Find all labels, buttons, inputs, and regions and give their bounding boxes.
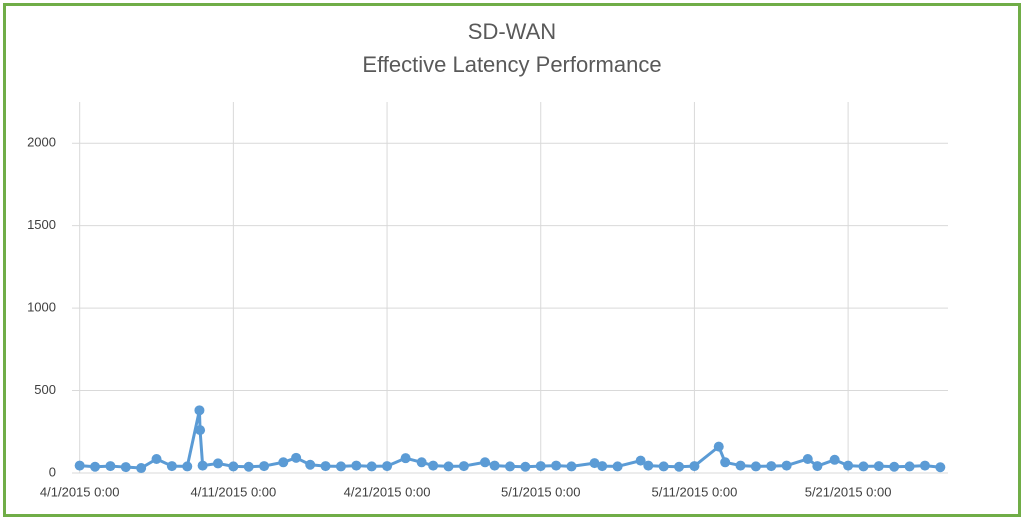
data-point	[935, 462, 946, 473]
data-point	[889, 461, 900, 472]
data-point	[243, 461, 254, 472]
data-point	[382, 461, 393, 472]
data-point	[291, 452, 302, 463]
data-point	[843, 460, 854, 471]
data-point	[400, 453, 411, 464]
data-point	[766, 461, 777, 472]
y-tick-label: 1500	[27, 217, 56, 232]
data-point	[443, 461, 454, 472]
data-point	[689, 461, 700, 472]
data-point	[720, 457, 731, 468]
data-point	[597, 461, 608, 472]
data-point	[259, 461, 270, 472]
data-point	[643, 460, 654, 471]
y-tick-label: 1000	[27, 300, 56, 315]
data-point	[873, 461, 884, 472]
data-point	[136, 463, 147, 474]
data-point	[90, 461, 101, 472]
data-point	[182, 461, 193, 472]
data-point	[320, 461, 331, 472]
data-point	[750, 461, 761, 472]
data-point	[919, 460, 930, 471]
frame	[3, 3, 1021, 517]
chart-subtitle: Effective Latency Performance	[362, 52, 661, 77]
data-point	[194, 405, 205, 416]
data-point	[458, 461, 469, 472]
data-point	[335, 461, 346, 472]
x-tick-label: 5/1/2015 0:00	[501, 484, 581, 499]
data-point	[635, 455, 646, 466]
data-point	[105, 461, 116, 472]
data-point	[151, 453, 162, 464]
data-point	[166, 461, 177, 472]
data-point	[904, 461, 915, 472]
x-tick-label: 5/11/2015 0:00	[652, 484, 738, 499]
x-tick-label: 4/21/2015 0:00	[344, 484, 431, 499]
y-tick-label: 2000	[27, 135, 56, 150]
data-point	[351, 460, 362, 471]
data-point	[416, 457, 427, 468]
data-point	[802, 453, 813, 464]
data-point	[535, 461, 546, 472]
data-point	[305, 459, 316, 470]
data-point	[74, 460, 85, 471]
x-tick-label: 4/1/2015 0:00	[40, 484, 120, 499]
y-tick-label: 0	[49, 464, 56, 479]
data-point	[551, 460, 562, 471]
y-tick-label: 500	[34, 382, 56, 397]
data-point	[812, 461, 823, 472]
data-point	[428, 460, 439, 471]
data-point	[829, 454, 840, 465]
data-point	[781, 460, 792, 471]
data-point	[658, 461, 669, 472]
chart-title: SD-WAN	[468, 19, 556, 44]
data-point	[120, 462, 131, 473]
data-point	[612, 461, 623, 472]
data-point	[505, 461, 515, 472]
data-point	[674, 461, 685, 472]
data-point	[858, 461, 869, 472]
data-point	[228, 461, 239, 472]
data-point	[195, 425, 206, 436]
x-tick-label: 4/11/2015 0:00	[190, 484, 276, 499]
data-point	[366, 461, 377, 472]
data-point	[480, 457, 491, 468]
data-point	[489, 460, 500, 471]
x-tick-label: 5/21/2015 0:00	[805, 484, 892, 499]
data-point	[278, 457, 289, 468]
data-point	[735, 460, 746, 471]
data-point	[713, 441, 724, 452]
data-point	[197, 460, 208, 471]
data-point	[213, 458, 223, 469]
data-point	[520, 461, 531, 472]
data-point	[566, 461, 577, 472]
data-point	[589, 458, 600, 469]
